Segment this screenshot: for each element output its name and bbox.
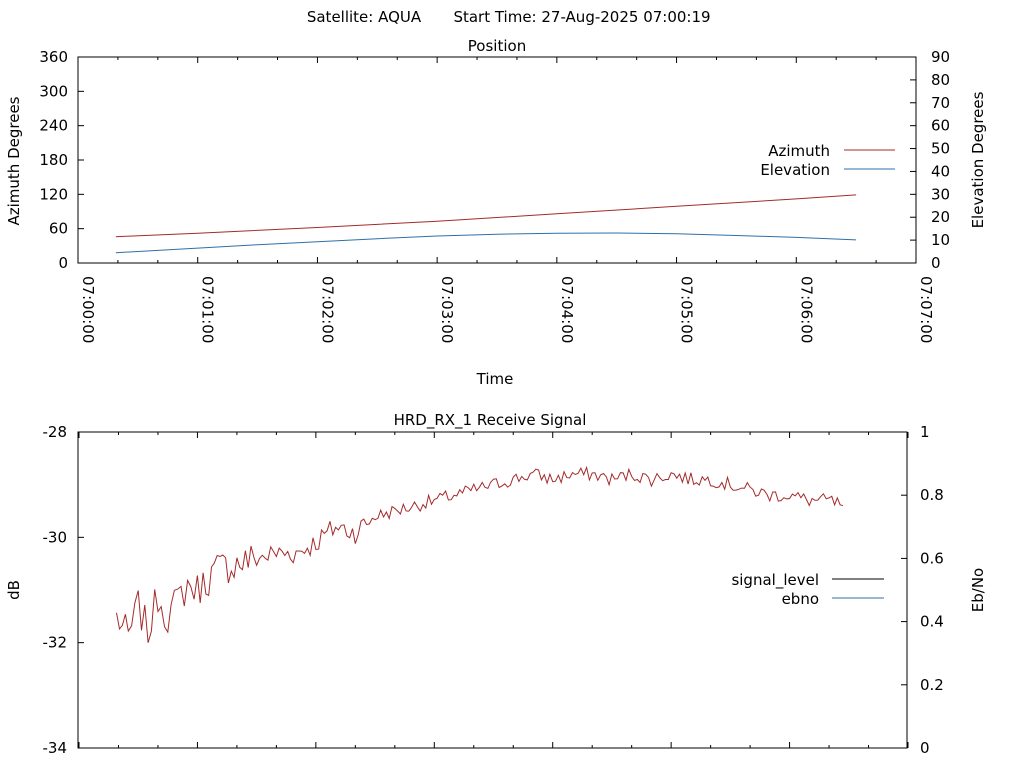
x-tick-label: 07:05:00	[678, 276, 696, 343]
y2-tick-label: 60	[931, 117, 950, 135]
signal-y2-tick-labels: 0 0.2 0.4 0.6 0.8 1	[920, 423, 944, 757]
y-tick-label: -34	[43, 739, 68, 757]
header-start-time: Start Time: 27-Aug-2025 07:00:19	[453, 8, 710, 26]
x-tick-label: 07:07:00	[917, 276, 935, 343]
series-receive-signal-line	[116, 465, 844, 643]
y2-tick-label: 0.6	[920, 549, 944, 567]
signal-tick-marks	[78, 431, 909, 749]
x-tick-label: 07:00:00	[79, 276, 97, 343]
header-satellite: Satellite: AQUA	[307, 8, 422, 26]
legend-azimuth-label: Azimuth	[768, 142, 830, 160]
y-tick-label: 0	[58, 254, 68, 272]
y2-tick-label: 0	[931, 254, 941, 272]
position-legend: Azimuth Elevation	[760, 142, 895, 179]
position-y2-tick-labels: 0 10 20 30 40 50 60 70 80 90	[931, 48, 950, 272]
position-chart: Position 0 60 120 180 240 300 360 0 10 20 30 40 50 6…	[5, 37, 987, 388]
signal-plot-frame	[77, 431, 908, 749]
y2-tick-label: 80	[931, 71, 950, 89]
y2-tick-label: 0.8	[920, 486, 944, 504]
x-tick-label: 07:04:00	[558, 276, 576, 343]
x-tick-label: 07:01:00	[199, 276, 217, 343]
y-tick-label: 300	[39, 82, 68, 100]
x-tick-label: 07:03:00	[438, 276, 456, 343]
y2-tick-label: 70	[931, 94, 950, 112]
y2-tick-label: 0.2	[920, 676, 944, 694]
position-x-axis-label: Time	[476, 370, 514, 388]
y-tick-label: 120	[39, 185, 68, 203]
signal-y-axis-label: dB	[5, 580, 23, 600]
legend-elevation-label: Elevation	[760, 161, 830, 179]
y2-tick-label: 20	[931, 208, 950, 226]
y-tick-label: -32	[43, 634, 68, 652]
legend-signal-level-label: signal_level	[731, 571, 819, 590]
position-chart-title: Position	[468, 37, 526, 55]
series-azimuth-line	[115, 194, 857, 238]
position-plot-frame	[77, 56, 917, 264]
signal-series	[116, 465, 844, 643]
x-tick-label: 07:02:00	[318, 276, 336, 343]
series-elevation-line	[115, 232, 857, 254]
position-y2-axis-label: Elevation Degrees	[969, 91, 987, 228]
position-series	[115, 194, 857, 254]
y-tick-label: -30	[43, 528, 68, 546]
signal-y2-axis-label: Eb/No	[969, 568, 987, 612]
y2-tick-label: 10	[931, 231, 950, 249]
position-y-axis-label: Azimuth Degrees	[5, 96, 23, 225]
signal-y-tick-labels: -28 -30 -32 -34	[43, 423, 68, 757]
position-y-tick-labels: 0 60 120 180 240 300 360	[39, 48, 68, 272]
y-tick-label: 180	[39, 151, 68, 169]
y2-tick-label: 0	[920, 739, 930, 757]
y-tick-label: 60	[49, 220, 68, 238]
y-tick-label: -28	[43, 423, 68, 441]
y2-tick-label: 0.4	[920, 613, 944, 631]
y2-tick-label: 90	[931, 48, 950, 66]
y-tick-label: 360	[39, 48, 68, 66]
x-tick-label: 07:06:00	[797, 276, 815, 343]
legend-ebno-label: ebno	[782, 590, 819, 608]
position-tick-marks	[77, 56, 917, 264]
y2-tick-label: 1	[920, 423, 930, 441]
y2-tick-label: 40	[931, 162, 950, 180]
y2-tick-label: 30	[931, 185, 950, 203]
signal-chart-title: HRD_RX_1 Receive Signal	[394, 411, 587, 430]
y2-tick-label: 50	[931, 140, 950, 158]
signal-legend: signal_level ebno	[731, 571, 884, 608]
signal-chart: HRD_RX_1 Receive Signal -28 -30 -32 -34 0 0.…	[5, 411, 987, 757]
position-x-tick-labels: 07:00:00 07:01:00 07:02:00 07:03:00 07:04:00…	[79, 276, 935, 343]
y-tick-label: 240	[39, 117, 68, 135]
